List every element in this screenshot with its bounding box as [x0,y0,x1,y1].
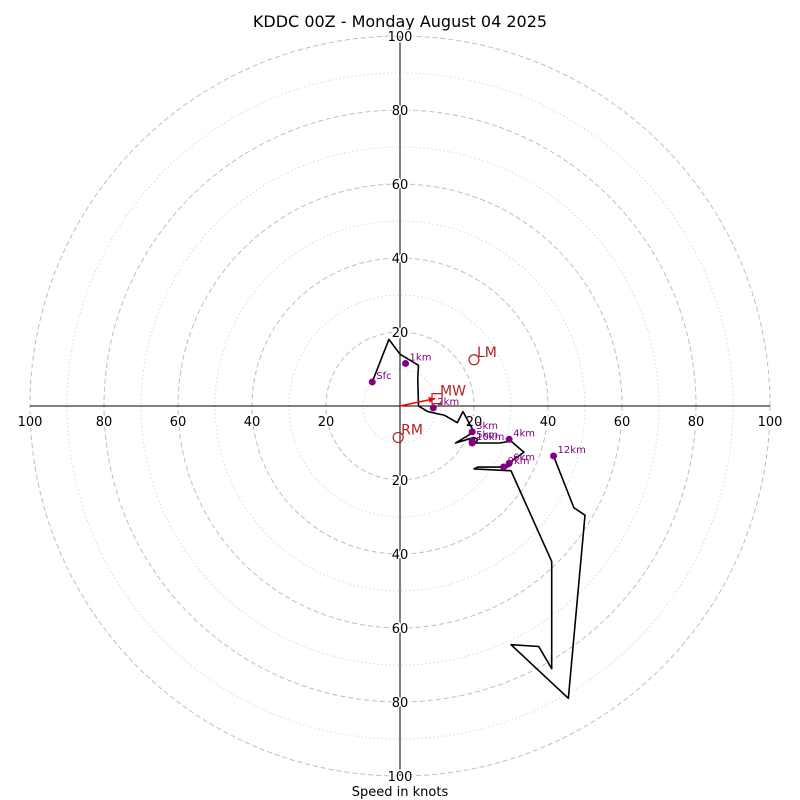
y-tick-label: 80 [392,696,409,711]
height-marker-label: Sfc [376,371,391,382]
hodograph-trace [371,338,586,700]
height-marker-point [368,378,376,386]
tick-labels: 100 80 60 40 20 20 40 60 80 100 100 80 60 40 20 20 40 60 8… [16,29,784,787]
storm-motion-label: LM [477,345,497,361]
y-tick-label: 60 [392,622,409,637]
height-marker-point [505,459,513,467]
storm-motion-label: MW [440,384,466,400]
mean-wind-marker [431,393,443,405]
y-tick-label: 20 [392,326,409,341]
chart-title: KDDC 00Z - Monday August 04 2025 [253,12,547,31]
x-tick-label: 40 [244,415,261,430]
y-tick-label: 100 [388,30,413,45]
height-marker-point [468,439,476,447]
height-marker-point [500,463,508,471]
hodograph-trace-layer [371,338,586,700]
y-tick-label: 80 [392,104,409,119]
x-tick-label: 80 [96,415,113,430]
height-marker-label: 4km [513,428,535,439]
height-marker-label: 5km [476,430,498,441]
x-axis-label: Speed in knots [352,785,449,800]
height-marker-point [550,452,558,460]
storm-motion-marker [392,431,404,444]
x-tick-label: 20 [318,415,335,430]
height-marker-label: 10km [476,432,504,443]
storm-motion-label: RM [401,422,423,438]
x-tick-label: 60 [614,415,631,430]
height-marker-label: 1km [410,352,432,363]
height-marker-point [429,404,437,412]
height-marker-label: 6km [513,452,535,463]
x-tick-label: 60 [170,415,187,430]
x-tick-label: 80 [688,415,705,430]
y-tick-label: 40 [392,252,409,267]
y-tick-label: 100 [388,770,413,785]
y-tick-label: 60 [392,178,409,193]
storm-motion-markers: LM MW RM [392,345,497,444]
storm-motion-marker [468,354,480,366]
y-tick-label: 20 [392,474,409,489]
height-marker-point [402,359,410,367]
height-marker-label: 2km [437,397,459,408]
height-marker-point [505,435,513,443]
x-tick-label: 20 [466,415,483,430]
y-tick-label: 40 [392,548,409,563]
x-tick-label: 100 [758,415,783,430]
x-tick-label: 40 [540,415,557,430]
height-marker-label: 12km [558,445,586,456]
height-marker-label: 3km [476,421,498,432]
height-marker-label: 9km [508,456,530,467]
height-marker-point [468,428,476,436]
x-tick-label: 100 [18,415,43,430]
